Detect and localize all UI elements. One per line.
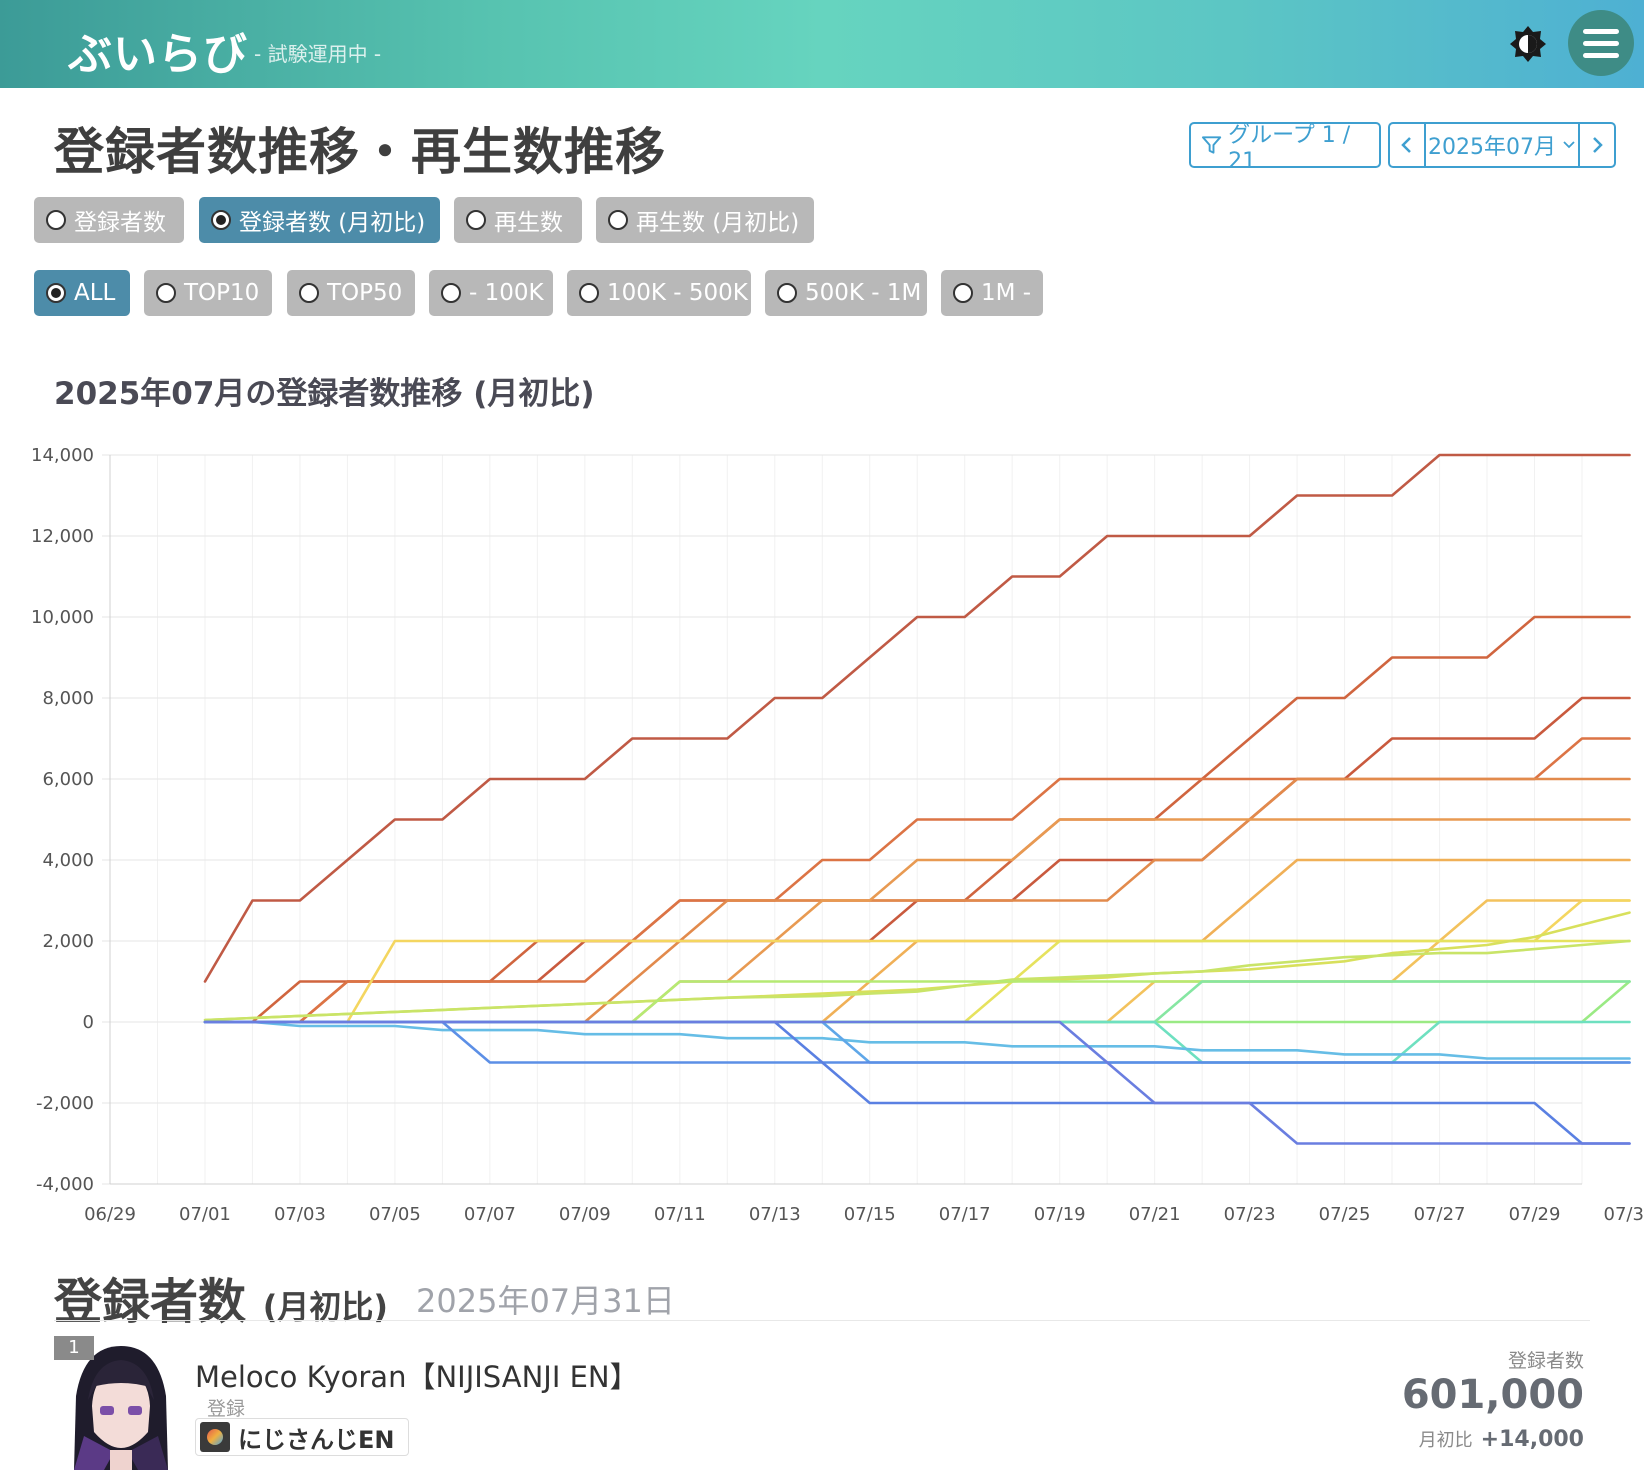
radio-icon bbox=[46, 210, 66, 230]
range-option-under-100k[interactable]: - 100K bbox=[429, 270, 553, 316]
range-option-all[interactable]: ALL bbox=[34, 270, 130, 316]
channel-sub-label: 登録 bbox=[207, 1398, 246, 1420]
monthly-diff: 月初比 +14,000 bbox=[1419, 1426, 1584, 1452]
y-tick-label: 6,000 bbox=[42, 769, 94, 790]
x-tick-label: 07/19 bbox=[1034, 1204, 1086, 1225]
y-tick-label: -2,000 bbox=[36, 1093, 94, 1114]
prev-month-button[interactable] bbox=[1390, 124, 1426, 166]
page-title: 登録者数推移・再生数推移 bbox=[54, 123, 666, 181]
y-tick-label: -4,000 bbox=[36, 1174, 94, 1195]
subscriber-count-value: 601,000 bbox=[1401, 1372, 1584, 1418]
x-tick-label: 06/29 bbox=[84, 1204, 136, 1225]
month-select[interactable]: 2025年07月 bbox=[1426, 124, 1578, 166]
org-logo-icon bbox=[200, 1422, 230, 1452]
chevron-left-icon bbox=[1401, 137, 1411, 153]
ranking-title: 登録者数 (月初比) bbox=[54, 1274, 388, 1330]
subscriber-trend-chart[interactable]: 14,000 12,000 10,000 8,000 6,000 4,000 2,000 0 -… bbox=[0, 420, 1644, 1240]
mode-option-subscribers-monthly[interactable]: 登録者数 (月初比) bbox=[199, 197, 440, 243]
mode-option-subscribers[interactable]: 登録者数 bbox=[34, 197, 184, 243]
app-logo-title[interactable]: ぶいらび bbox=[68, 29, 248, 80]
chevron-down-icon bbox=[1563, 141, 1575, 149]
x-tick-label: 07/25 bbox=[1319, 1204, 1371, 1225]
app-header: ぶいらび - 試験運用中 - bbox=[0, 0, 1644, 88]
channel-name[interactable]: Meloco Kyoran【NIJISANJI EN】 bbox=[195, 1360, 639, 1394]
x-tick-label: 07/11 bbox=[654, 1204, 706, 1225]
org-tag[interactable]: にじさんじEN bbox=[195, 1418, 410, 1456]
y-tick-label: 2,000 bbox=[42, 931, 94, 952]
x-tick-label: 07/17 bbox=[939, 1204, 991, 1225]
radio-icon bbox=[466, 210, 486, 230]
hamburger-icon bbox=[1583, 28, 1619, 34]
group-filter-button[interactable]: グループ 1 / 21 bbox=[1189, 122, 1381, 174]
range-option-over-1m[interactable]: 1M - bbox=[941, 270, 1043, 316]
radio-icon bbox=[953, 283, 973, 303]
series-line-21 bbox=[203, 1020, 1631, 1145]
radio-selected-icon bbox=[46, 283, 66, 303]
radio-icon bbox=[441, 283, 461, 303]
x-tick-label: 07/31 bbox=[1604, 1204, 1644, 1225]
chevron-right-icon bbox=[1593, 137, 1603, 153]
x-tick-label: 07/23 bbox=[1224, 1204, 1276, 1225]
brightness-icon bbox=[1510, 26, 1546, 62]
org-name: にじさんじEN bbox=[238, 1425, 395, 1454]
y-tick-label: 4,000 bbox=[42, 850, 94, 871]
monthly-diff-label: 月初比 bbox=[1418, 1430, 1473, 1451]
radio-icon bbox=[608, 210, 628, 230]
range-option-100k-500k[interactable]: 100K - 500K bbox=[567, 270, 751, 316]
rank-badge: 1 bbox=[54, 1336, 94, 1360]
mode-option-views[interactable]: 再生数 bbox=[454, 197, 582, 243]
group-filter-label: グループ 1 / 21 bbox=[1228, 122, 1351, 174]
x-tick-label: 07/29 bbox=[1509, 1204, 1561, 1225]
x-tick-label: 07/13 bbox=[749, 1204, 801, 1225]
series-line-1 bbox=[203, 453, 1631, 983]
y-tick-label: 8,000 bbox=[42, 688, 94, 709]
x-tick-label: 07/05 bbox=[369, 1204, 421, 1225]
x-tick-label: 07/21 bbox=[1129, 1204, 1181, 1225]
x-tick-label: 07/09 bbox=[559, 1204, 611, 1225]
month-navigator: 2025年07月 bbox=[1388, 122, 1616, 168]
menu-button[interactable] bbox=[1568, 10, 1634, 76]
x-tick-label: 07/07 bbox=[464, 1204, 516, 1225]
x-tick-label: 07/03 bbox=[274, 1204, 326, 1225]
range-option-500k-1m[interactable]: 500K - 1M bbox=[765, 270, 927, 316]
month-select-value: 2025年07月 bbox=[1428, 135, 1556, 160]
divider bbox=[54, 1320, 1590, 1321]
radio-icon bbox=[299, 283, 319, 303]
ranking-title-suffix: (月初比) bbox=[262, 1288, 388, 1326]
avatar-image bbox=[54, 1336, 188, 1470]
monthly-diff-value: +14,000 bbox=[1480, 1427, 1584, 1452]
app-subtitle: - 試験運用中 - bbox=[254, 42, 382, 66]
radio-icon bbox=[777, 283, 797, 303]
radio-icon bbox=[579, 283, 599, 303]
filter-icon bbox=[1201, 136, 1222, 154]
y-tick-label: 14,000 bbox=[31, 445, 94, 466]
series-line-12 bbox=[203, 939, 1631, 1022]
y-tick-label: 12,000 bbox=[31, 526, 94, 547]
theme-toggle-button[interactable] bbox=[1508, 24, 1548, 64]
mode-option-views-monthly[interactable]: 再生数 (月初比) bbox=[596, 197, 814, 243]
x-tick-label: 07/01 bbox=[179, 1204, 231, 1225]
x-tick-label: 07/27 bbox=[1414, 1204, 1466, 1225]
x-tick-label: 07/15 bbox=[844, 1204, 896, 1225]
range-option-top50[interactable]: TOP50 bbox=[287, 270, 415, 316]
y-tick-label: 0 bbox=[83, 1012, 94, 1033]
series-line-17 bbox=[203, 1020, 1631, 1060]
chart-title: 2025年07月の登録者数推移 (月初比) bbox=[54, 376, 595, 412]
channel-avatar[interactable] bbox=[54, 1336, 188, 1470]
next-month-button[interactable] bbox=[1578, 124, 1614, 166]
ranking-date: 2025年07月31日 bbox=[416, 1282, 675, 1320]
subscriber-count-label: 登録者数 bbox=[1507, 1350, 1584, 1372]
y-tick-label: 10,000 bbox=[31, 607, 94, 628]
radio-selected-icon bbox=[211, 210, 231, 230]
radio-icon bbox=[156, 283, 176, 303]
range-option-top10[interactable]: TOP10 bbox=[144, 270, 272, 316]
